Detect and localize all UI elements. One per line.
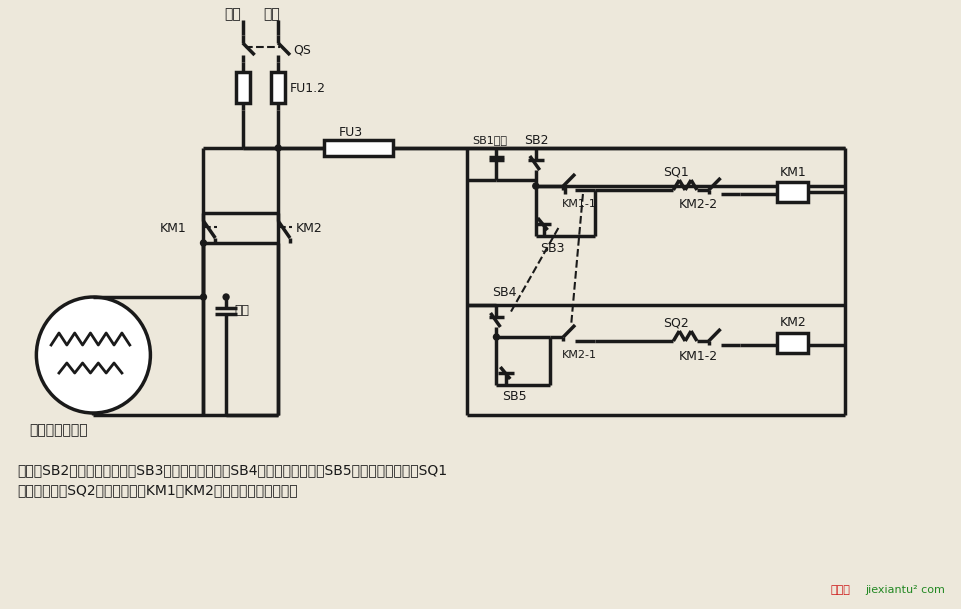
Text: SB4: SB4 <box>492 286 516 300</box>
Circle shape <box>223 294 229 300</box>
Text: 零线: 零线 <box>263 7 280 21</box>
Bar <box>235 72 250 103</box>
Text: KM1-2: KM1-2 <box>678 351 717 364</box>
Bar <box>271 72 284 103</box>
Text: 单相电容电动机: 单相电容电动机 <box>30 423 88 437</box>
Text: KM2: KM2 <box>296 222 322 234</box>
Text: KM1: KM1 <box>160 222 185 234</box>
Circle shape <box>532 183 538 189</box>
Text: SB1停止: SB1停止 <box>471 135 506 145</box>
Text: SQ1: SQ1 <box>663 166 689 178</box>
Text: FU3: FU3 <box>339 125 363 138</box>
Circle shape <box>275 145 281 151</box>
Text: 接线图: 接线图 <box>829 585 850 595</box>
Text: 电容: 电容 <box>234 304 249 317</box>
Circle shape <box>37 297 150 413</box>
Bar <box>776 333 807 353</box>
Text: KM1: KM1 <box>778 166 805 178</box>
Bar <box>324 140 393 156</box>
Text: SB5: SB5 <box>502 390 527 404</box>
Text: KM2-1: KM2-1 <box>562 350 597 360</box>
Text: KM1-1: KM1-1 <box>562 199 597 209</box>
Text: SB2: SB2 <box>524 133 548 147</box>
Text: SQ2: SQ2 <box>663 317 689 329</box>
Text: KM2-2: KM2-2 <box>678 197 717 211</box>
Text: 说明：SB2为上升启动按鈕，SB3为上升点动按鈕，SB4为下降启动按鈕，SB5为下降点动按鈕；SQ1: 说明：SB2为上升启动按鈕，SB3为上升点动按鈕，SB4为下降启动按鈕，SB5为… <box>17 463 448 477</box>
Text: 火线: 火线 <box>224 7 240 21</box>
Text: QS: QS <box>293 43 310 57</box>
Text: jiexiantu² com: jiexiantu² com <box>864 585 944 595</box>
Circle shape <box>493 334 499 340</box>
Text: SB3: SB3 <box>539 242 563 255</box>
Circle shape <box>200 294 207 300</box>
Circle shape <box>200 240 207 246</box>
Text: FU1.2: FU1.2 <box>289 82 326 94</box>
Text: KM2: KM2 <box>778 317 805 329</box>
Text: 为最高限位，SQ2为最低限位。KM1、KM2可用中间继电器代替。: 为最高限位，SQ2为最低限位。KM1、KM2可用中间继电器代替。 <box>17 483 298 497</box>
Bar <box>776 182 807 202</box>
